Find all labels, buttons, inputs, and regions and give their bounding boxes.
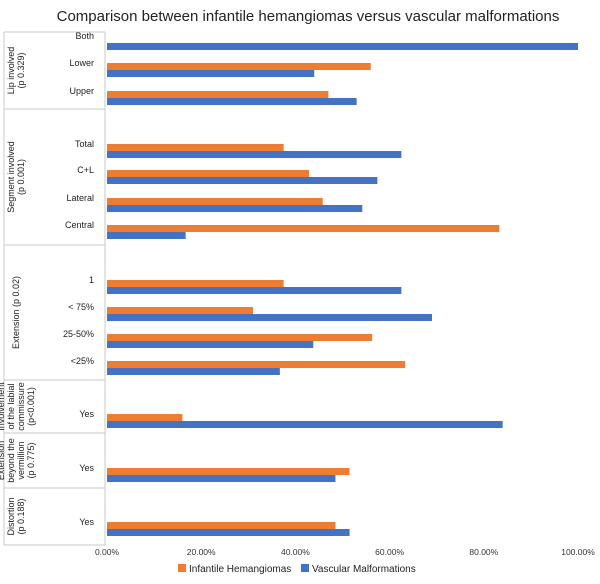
x-tick-label: 60.00% xyxy=(375,547,404,557)
bar-infantile-hemangiomas-extension-p-0-02-75 xyxy=(107,307,254,314)
legend-label-infantile-hemangiomas: Infantile Hemangiomas xyxy=(189,564,291,575)
legend-swatch-infantile-hemangiomas xyxy=(178,564,186,572)
bar-infantile-hemangiomas-segment-involved-lateral xyxy=(107,198,323,205)
bar-infantile-hemangiomas-segment-involved-central xyxy=(107,225,500,232)
category-label-extension-p-0-02-25-50: 25-50% xyxy=(63,329,94,339)
bar-vascular-malformations-extension-yes xyxy=(107,475,336,482)
group-label-line: of the labial xyxy=(6,383,16,429)
x-axis-ticks: 0.00% 20.00% 40.00% 60.00% 80.00% 100.00% xyxy=(95,547,595,557)
x-tick-label: 0.00% xyxy=(95,547,120,557)
group-frame-segment-involved xyxy=(3,108,106,246)
group-label-line: commissure xyxy=(16,382,26,431)
category-label-segment-involved-c-l: C+L xyxy=(77,165,94,175)
bar-vascular-malformations-extension-p-0-02-75 xyxy=(107,314,432,321)
bar-vascular-malformations-segment-involved-central xyxy=(107,232,186,239)
group-label-line: Extension xyxy=(0,441,6,481)
bar-vascular-malformations-distortion-yes xyxy=(107,529,350,536)
chart-title: Comparison between infantile hemangiomas… xyxy=(57,8,560,25)
category-label-extension-p-0-02-1: 1 xyxy=(89,275,94,285)
bar-infantile-hemangiomas-extension-p-0-02-25 xyxy=(107,361,406,368)
group-frames xyxy=(3,31,106,546)
group-label-line: Segment involved xyxy=(6,141,16,213)
category-label-segment-involved-lateral: Lateral xyxy=(66,193,94,203)
group-label-segment-involved: Segment involved(p 0.001) xyxy=(6,141,26,213)
group-label-line: vermillion xyxy=(16,441,26,479)
bar-infantile-hemangiomas-distortion-yes xyxy=(107,522,336,529)
bar-vascular-malformations-extension-p-0-02-1 xyxy=(107,287,402,294)
group-label-line: Extension (p 0.02) xyxy=(11,276,21,349)
bar-vascular-malformations-involvement-yes xyxy=(107,421,503,428)
group-label-extension-p-0-02: Extension (p 0.02) xyxy=(11,276,21,349)
bar-vascular-malformations-segment-involved-total xyxy=(107,151,402,158)
bar-infantile-hemangiomas-segment-involved-c-l xyxy=(107,170,310,177)
group-label-line: (p 0.329) xyxy=(16,52,26,88)
bar-vascular-malformations-segment-involved-c-l xyxy=(107,177,378,184)
category-labels: Both Lower Upper Total C+L Lateral Central 1 < 7… xyxy=(63,31,95,527)
category-label-extension-yes: Yes xyxy=(79,463,94,473)
category-label-lip-involved-lower: Lower xyxy=(69,58,94,68)
category-label-segment-involved-central: Central xyxy=(65,220,94,230)
group-frame-extension-p-0-02 xyxy=(3,244,106,381)
bar-vascular-malformations-lip-involved-lower xyxy=(107,70,315,77)
group-frame-distortion xyxy=(3,487,106,546)
bar-infantile-hemangiomas-extension-p-0-02-25-50 xyxy=(107,334,373,341)
x-tick-label: 100.00% xyxy=(561,547,595,557)
category-label-involvement-yes: Yes xyxy=(79,409,94,419)
group-frame-involvement xyxy=(3,379,106,434)
legend: Infantile Hemangiomas Vascular Malformat… xyxy=(178,564,416,575)
group-labels: Lip involved(p 0.329)Segment involved(p … xyxy=(0,47,36,536)
category-label-extension-p-0-02-75: < 75% xyxy=(68,302,94,312)
group-label-line: (p<0.001) xyxy=(26,387,36,426)
group-label-line: Lip involved xyxy=(6,47,16,95)
group-label-line: (p 0.001) xyxy=(16,159,26,195)
bar-vascular-malformations-lip-involved-both xyxy=(107,43,578,50)
group-label-line: beyond the xyxy=(6,438,16,483)
bars xyxy=(107,43,578,536)
bar-infantile-hemangiomas-involvement-yes xyxy=(107,414,183,421)
bar-infantile-hemangiomas-extension-yes xyxy=(107,468,350,475)
group-label-line: Distortion xyxy=(6,497,16,535)
bar-vascular-malformations-segment-involved-lateral xyxy=(107,205,363,212)
category-label-lip-involved-upper: Upper xyxy=(69,86,94,96)
legend-swatch-vascular-malformations xyxy=(301,564,309,572)
category-label-extension-p-0-02-25: <25% xyxy=(71,356,94,366)
bar-infantile-hemangiomas-lip-involved-lower xyxy=(107,63,371,70)
category-label-segment-involved-total: Total xyxy=(75,139,94,149)
x-tick-label: 80.00% xyxy=(469,547,498,557)
group-frame-lip-involved xyxy=(3,31,106,110)
bar-infantile-hemangiomas-lip-involved-upper xyxy=(107,91,329,98)
group-label-involvement: Involvementof the labialcommissure(p<0.0… xyxy=(0,382,36,431)
legend-label-vascular-malformations: Vascular Malformations xyxy=(312,564,416,575)
bar-vascular-malformations-lip-involved-upper xyxy=(107,98,357,105)
group-label-line: (p 0.188) xyxy=(16,498,26,534)
bar-vascular-malformations-extension-p-0-02-25 xyxy=(107,368,280,375)
group-frame-extension xyxy=(3,432,106,489)
group-label-lip-involved: Lip involved(p 0.329) xyxy=(6,47,26,95)
category-label-distortion-yes: Yes xyxy=(79,517,94,527)
x-tick-label: 40.00% xyxy=(281,547,310,557)
group-label-distortion: Distortion(p 0.188) xyxy=(6,497,26,535)
x-tick-label: 20.00% xyxy=(187,547,216,557)
bar-infantile-hemangiomas-segment-involved-total xyxy=(107,144,284,151)
category-label-lip-involved-both: Both xyxy=(75,31,94,41)
bar-vascular-malformations-extension-p-0-02-25-50 xyxy=(107,341,314,348)
group-label-line: Involvement xyxy=(0,382,6,431)
group-label-line: (p 0.775) xyxy=(26,442,36,478)
bar-infantile-hemangiomas-extension-p-0-02-1 xyxy=(107,280,284,287)
group-label-extension: Extensionbeyond thevermillion(p 0.775) xyxy=(0,438,36,483)
